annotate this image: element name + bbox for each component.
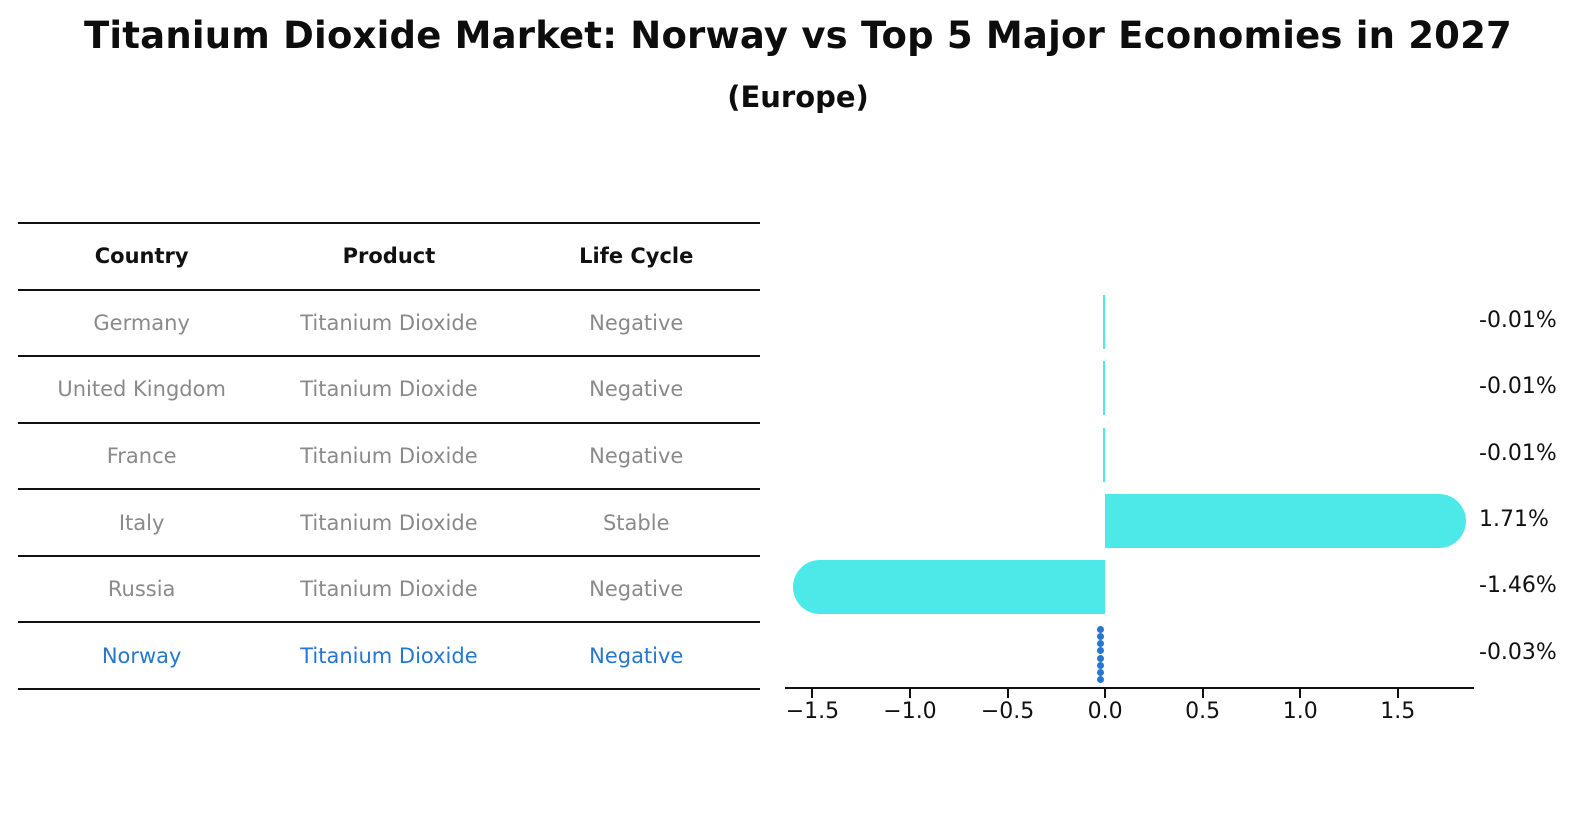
x-tick-mark <box>1104 689 1107 698</box>
table-row: Italy Titanium Dioxide Stable <box>18 488 760 555</box>
table-row: France Titanium Dioxide Negative <box>18 421 760 489</box>
highlight-dot <box>1097 626 1105 633</box>
table-header-lifecycle: Life Cycle <box>579 244 694 269</box>
table-header-product: Product <box>342 244 436 269</box>
x-tick-mark <box>1299 689 1302 698</box>
bar-united-kingdom <box>1103 361 1106 415</box>
bar-value-label: -1.46% <box>1479 573 1557 598</box>
highlight-dot <box>1097 654 1105 662</box>
highlight-dot <box>1097 640 1105 648</box>
table-cell-lifecycle: Negative <box>589 577 684 602</box>
bar-value-label: -0.03% <box>1479 640 1557 665</box>
x-axis-spine <box>785 687 1474 689</box>
x-tick-label: 1.0 <box>1282 699 1318 724</box>
table-cell-lifecycle: Stable <box>602 510 670 535</box>
bar-italy <box>1105 494 1466 548</box>
x-tick-label: −1.0 <box>883 699 937 724</box>
table-cell-product: Titanium Dioxide <box>300 577 478 602</box>
x-tick-mark <box>908 689 911 698</box>
table-row: Norway Titanium Dioxide Negative <box>18 621 760 688</box>
bar-value-label: -0.01% <box>1479 308 1557 333</box>
bar-france <box>1103 428 1106 482</box>
x-tick-label: 0.0 <box>1087 699 1123 724</box>
table-cell-product: Titanium Dioxide <box>300 310 478 335</box>
table-cell-lifecycle: Negative <box>589 310 684 335</box>
table-row: United Kingdom Titanium Dioxide Negative <box>18 355 760 422</box>
highlight-dot <box>1097 675 1105 683</box>
table-cell-product: Titanium Dioxide <box>300 444 478 469</box>
x-tick-label: 1.5 <box>1380 699 1416 724</box>
table-cell-product: Titanium Dioxide <box>300 643 478 668</box>
table-cell-country: France <box>106 444 177 469</box>
table-cell-country: Italy <box>118 510 165 535</box>
bar-russia <box>793 560 1106 614</box>
country-table: Country Product Life Cycle Germany Titanium … <box>18 222 760 690</box>
x-tick-mark <box>1006 689 1009 698</box>
table-cell-lifecycle: Negative <box>589 377 684 402</box>
highlight-dot <box>1097 661 1105 669</box>
highlight-dot <box>1097 633 1105 641</box>
x-tick-mark <box>811 689 814 698</box>
table-header-country: Country <box>94 244 189 269</box>
table-header-row: Country Product Life Cycle <box>18 222 760 289</box>
highlight-bar-norway <box>1097 626 1105 683</box>
x-tick-mark <box>1201 689 1204 698</box>
table-cell-product: Titanium Dioxide <box>300 377 478 402</box>
chart-subtitle: (Europe) <box>727 80 869 114</box>
table-row: Russia Titanium Dioxide Negative <box>18 554 760 622</box>
bar-germany <box>1103 295 1106 349</box>
bar-value-label: -0.01% <box>1479 441 1557 466</box>
table-row: Germany Titanium Dioxide Negative <box>18 288 760 356</box>
table-cell-country: Norway <box>101 643 182 668</box>
highlight-dot <box>1097 668 1105 676</box>
x-tick-mark <box>1396 689 1399 698</box>
table-cell-country: Germany <box>93 310 190 335</box>
bar-value-label: 1.71% <box>1479 507 1549 532</box>
table-cell-country: Russia <box>107 577 176 602</box>
chart-title: Titanium Dioxide Market: Norway vs Top 5… <box>83 14 1513 57</box>
table-cell-country: United Kingdom <box>57 377 226 402</box>
x-tick-label: 0.5 <box>1185 699 1221 724</box>
bar-value-label: -0.01% <box>1479 374 1557 399</box>
table-cell-lifecycle: Negative <box>589 444 684 469</box>
table-cell-product: Titanium Dioxide <box>300 510 478 535</box>
x-tick-label: −1.5 <box>785 699 840 724</box>
table-cell-lifecycle: Negative <box>589 643 684 668</box>
x-tick-label: −0.5 <box>980 699 1035 724</box>
highlight-dot <box>1097 647 1105 655</box>
